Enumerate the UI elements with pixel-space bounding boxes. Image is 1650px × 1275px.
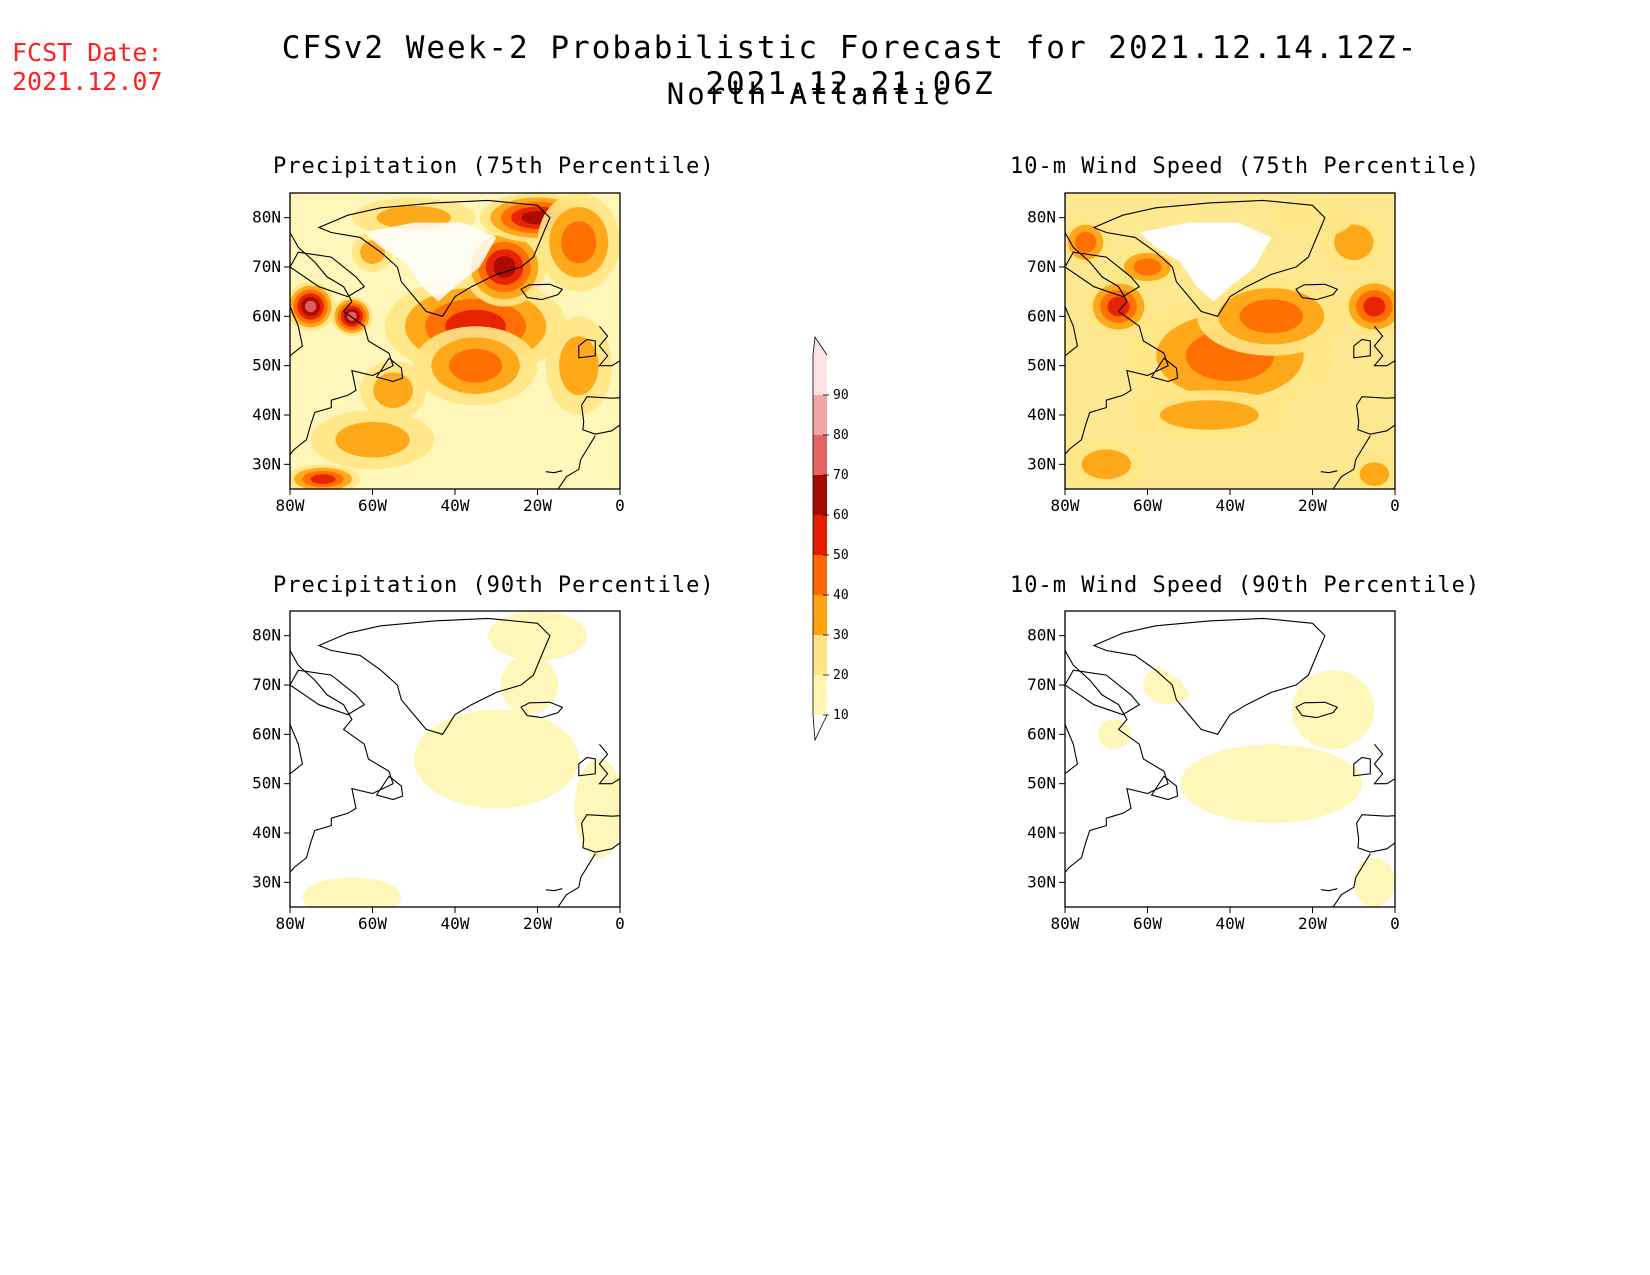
lat-tick-label: 70N [1027, 257, 1056, 276]
lon-tick-label: 40W [441, 914, 470, 933]
colorbar-label: 10 [833, 708, 849, 723]
lon-tick-label: 60W [1133, 914, 1162, 933]
lon-tick-label: 20W [1298, 914, 1327, 933]
lat-tick-label: 40N [1027, 823, 1056, 842]
lon-tick-label: 20W [523, 914, 552, 933]
map-wind-75: 80N 70N 60N 50N 40N 30N 80W 60W 40W 20W 0 [1027, 192, 1400, 515]
lat-tick-label: 30N [252, 454, 281, 473]
panel-title-wind-90: 10-m Wind Speed (90th Percentile) [1010, 573, 1481, 598]
lon-tick-label: 60W [358, 496, 387, 515]
colorbar-label: 60 [833, 508, 849, 523]
lat-tick-label: 30N [252, 872, 281, 891]
lon-tick-label: 0 [1390, 914, 1400, 933]
fcst-date-label: FCST Date: 2021.12.07 [12, 38, 163, 96]
lat-tick-label: 70N [252, 257, 281, 276]
region-subtitle: North Atlantic [666, 77, 954, 111]
colorbar-segment [813, 435, 827, 475]
lon-tick-label: 80W [1051, 496, 1080, 515]
panel-title-precip-75: Precipitation (75th Percentile) [273, 154, 715, 179]
lat-tick-label: 50N [1027, 356, 1056, 375]
page-title: CFSv2 Week-2 Probabilistic Forecast for … [281, 30, 1419, 102]
lat-tick-label: 60N [1027, 306, 1056, 325]
lon-tick-label: 40W [1216, 496, 1245, 515]
colorbar-segment [813, 395, 827, 435]
colorbar-label: 40 [833, 588, 849, 603]
lat-tick-label: 60N [252, 306, 281, 325]
lat-tick-label: 80N [1027, 626, 1056, 645]
lon-tick-label: 20W [523, 496, 552, 515]
lat-tick-label: 60N [252, 724, 281, 743]
lon-tick-label: 60W [358, 914, 387, 933]
lat-tick-label: 30N [1027, 454, 1056, 473]
colorbar-label: 80 [833, 428, 849, 443]
lon-tick-label: 0 [615, 496, 625, 515]
panel-title-wind-75: 10-m Wind Speed (75th Percentile) [1010, 154, 1481, 179]
lon-tick-label: 0 [1390, 496, 1400, 515]
lat-tick-label: 40N [252, 823, 281, 842]
colorbar-segment [813, 355, 827, 395]
lat-tick-label: 40N [1027, 405, 1056, 424]
fcst-date: 2021.12.07 [12, 67, 163, 96]
lat-tick-label: 60N [1027, 724, 1056, 743]
colorbar-label: 30 [833, 628, 849, 643]
panel-title-precip-90: Precipitation (90th Percentile) [273, 573, 715, 598]
lon-tick-label: 80W [276, 496, 305, 515]
lat-tick-label: 50N [1027, 774, 1056, 793]
colorbar-label: 70 [833, 468, 849, 483]
colorbar: 90 80 70 60 50 40 30 20 10 [812, 335, 849, 742]
map-precip-90: 80N 70N 60N 50N 40N 30N 80W 60W 40W 20W 0 [252, 610, 625, 933]
lon-tick-label: 20W [1298, 496, 1327, 515]
colorbar-label: 90 [833, 388, 849, 403]
lon-tick-label: 80W [276, 914, 305, 933]
colorbar-segment [813, 555, 827, 595]
colorbar-segment [813, 515, 827, 555]
lon-tick-label: 0 [615, 914, 625, 933]
fcst-label: FCST Date: [12, 38, 163, 67]
colorbar-segment [813, 635, 827, 675]
lon-tick-label: 60W [1133, 496, 1162, 515]
lat-tick-label: 80N [1027, 208, 1056, 227]
lat-tick-label: 50N [252, 774, 281, 793]
lat-tick-label: 50N [252, 356, 281, 375]
map-precip-75: 80N 70N 60N 50N 40N 30N 80W 60W 40W 20W 0 [252, 192, 625, 515]
lon-tick-label: 80W [1051, 914, 1080, 933]
colorbar-segment [813, 595, 827, 635]
colorbar-label: 50 [833, 548, 849, 563]
lat-tick-label: 80N [252, 208, 281, 227]
colorbar-segment [813, 475, 827, 515]
colorbar-label: 20 [833, 668, 849, 683]
lon-tick-label: 40W [441, 496, 470, 515]
lat-tick-label: 80N [252, 626, 281, 645]
lat-tick-label: 70N [252, 675, 281, 694]
lat-tick-label: 70N [1027, 675, 1056, 694]
lat-tick-label: 30N [1027, 872, 1056, 891]
colorbar-segment [813, 675, 827, 715]
lon-tick-label: 40W [1216, 914, 1245, 933]
map-wind-90: 80N 70N 60N 50N 40N 30N 80W 60W 40W 20W 0 [1027, 610, 1400, 933]
lat-tick-label: 40N [252, 405, 281, 424]
